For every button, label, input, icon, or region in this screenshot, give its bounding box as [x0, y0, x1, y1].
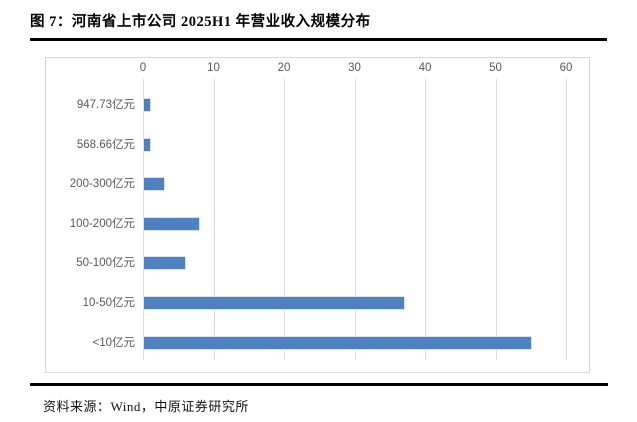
footer-divider — [30, 383, 608, 386]
bar — [143, 335, 532, 350]
gridline — [284, 79, 285, 360]
bar — [143, 177, 166, 192]
x-axis-tick-label: 0 — [139, 62, 147, 74]
x-axis-tick-label: 60 — [559, 62, 573, 74]
x-axis-tick-label: 50 — [489, 62, 502, 74]
category-label: 568.66亿元 — [76, 138, 135, 151]
category-label: 200-300亿元 — [69, 178, 135, 191]
x-axis-tick-label: 40 — [418, 62, 432, 74]
figure-title: 图 7：河南省上市公司 2025H1 年营业收入规模分布 — [30, 14, 371, 30]
bar — [143, 216, 201, 231]
gridline — [495, 79, 497, 360]
x-axis-tick-label: 30 — [348, 62, 361, 74]
category-label: 10-50亿元 — [82, 297, 135, 309]
chart-area: 0 10 20 30 40 50 60 947.73亿元 568.66亿元 200-300亿元 10… — [45, 57, 590, 373]
title-divider — [30, 38, 607, 41]
category-label: 50-100亿元 — [76, 257, 135, 270]
x-axis-tick-label: 10 — [207, 62, 220, 74]
category-label: 100-200亿元 — [69, 217, 135, 230]
bar — [143, 296, 405, 310]
gridline — [354, 79, 356, 360]
bar — [143, 256, 187, 271]
category-label: <10亿元 — [92, 336, 135, 349]
gridline — [566, 79, 567, 360]
source-attribution: 资料来源：Wind，中原证券研究所 — [43, 399, 249, 414]
bar — [143, 98, 152, 112]
gridline — [213, 79, 215, 360]
x-axis-tick-label: 20 — [277, 62, 291, 74]
gridline — [425, 79, 426, 360]
bar — [143, 137, 152, 152]
category-label: 947.73亿元 — [76, 99, 135, 111]
